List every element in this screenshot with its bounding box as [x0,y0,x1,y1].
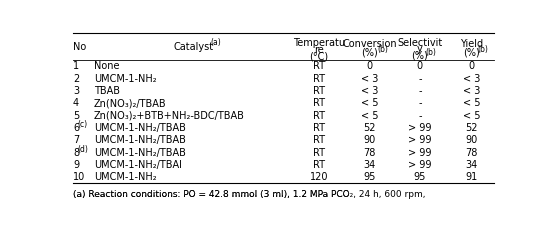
Text: UMCM-1-NH₂/TBAl: UMCM-1-NH₂/TBAl [94,160,182,170]
Text: 78: 78 [363,147,375,158]
Text: (d): (d) [77,145,88,154]
Text: RT: RT [313,74,325,84]
Text: 90: 90 [363,135,375,145]
Text: 5: 5 [73,111,79,121]
Text: Yield: Yield [460,39,483,49]
Text: 6: 6 [73,123,79,133]
Text: 4: 4 [73,98,79,108]
Text: 90: 90 [465,135,477,145]
Text: UMCM-1-NH₂/TBAB: UMCM-1-NH₂/TBAB [94,123,186,133]
Text: RT: RT [313,160,325,170]
Text: 1: 1 [73,61,79,71]
Text: < 3: < 3 [463,86,480,96]
Text: Zn(NO₃)₂+BTB+NH₂-BDC/TBAB: Zn(NO₃)₂+BTB+NH₂-BDC/TBAB [94,111,245,121]
Text: > 99: > 99 [408,135,431,145]
Text: TBAB: TBAB [94,86,120,96]
Text: 0: 0 [417,61,423,71]
Text: 8: 8 [73,147,79,158]
Text: < 5: < 5 [463,98,480,108]
Text: RT: RT [313,61,325,71]
Text: RT: RT [313,111,325,121]
Text: < 3: < 3 [361,74,378,84]
Text: UMCM-1-NH₂: UMCM-1-NH₂ [94,172,156,182]
Text: > 99: > 99 [408,160,431,170]
Text: < 3: < 3 [361,86,378,96]
Text: 34: 34 [363,160,375,170]
Text: -: - [418,98,421,108]
Text: 95: 95 [363,172,375,182]
Text: 34: 34 [465,160,477,170]
Text: RT: RT [313,123,325,133]
Text: < 5: < 5 [463,111,480,121]
Text: (a): (a) [210,37,221,47]
Text: (b): (b) [377,45,388,54]
Text: < 5: < 5 [361,98,378,108]
Text: y: y [417,44,422,54]
Text: (%): (%) [463,47,479,57]
Text: Catalyst: Catalyst [173,42,213,52]
Text: 120: 120 [310,172,328,182]
Text: 0: 0 [367,61,373,71]
Text: 2: 2 [73,74,79,84]
Text: > 99: > 99 [408,123,431,133]
Text: (°C): (°C) [310,52,328,62]
Text: 52: 52 [465,123,478,133]
Text: 3: 3 [73,86,79,96]
Text: -: - [418,86,421,96]
Text: (b): (b) [478,45,488,54]
Text: < 5: < 5 [361,111,378,121]
Text: RT: RT [313,135,325,145]
Text: Selectivit: Selectivit [397,38,442,48]
Text: re: re [314,45,324,55]
Text: Temperatu: Temperatu [293,38,345,48]
Text: (%): (%) [411,51,428,61]
Text: -: - [418,111,421,121]
Text: (a) Reaction conditions: PO = 42.8 mmol (3 ml), 1.2 MPa PCO: (a) Reaction conditions: PO = 42.8 mmol … [73,188,349,197]
Text: 78: 78 [465,147,478,158]
Text: Conversion: Conversion [342,39,397,49]
Text: UMCM-1-NH₂/TBAB: UMCM-1-NH₂/TBAB [94,135,186,145]
Text: 91: 91 [465,172,477,182]
Text: None: None [94,61,119,71]
Text: 95: 95 [414,172,426,182]
Text: 7: 7 [73,135,79,145]
Text: UMCM-1-NH₂: UMCM-1-NH₂ [94,74,156,84]
Text: RT: RT [313,147,325,158]
Text: UMCM-1-NH₂/TBAB: UMCM-1-NH₂/TBAB [94,147,186,158]
Text: (a) Reaction conditions: PO = 42.8 mmol (3 ml), 1.2 MPa PCO₂, 24 h, 600 rpm,: (a) Reaction conditions: PO = 42.8 mmol … [73,190,425,199]
Text: 52: 52 [363,123,375,133]
Text: (b): (b) [425,48,436,57]
Text: > 99: > 99 [408,147,431,158]
Text: No: No [73,42,86,52]
Text: (c): (c) [77,120,88,129]
Text: 9: 9 [73,160,79,170]
Text: Zn(NO₃)₂/TBAB: Zn(NO₃)₂/TBAB [94,98,166,108]
Text: < 3: < 3 [463,74,480,84]
Text: 0: 0 [468,61,474,71]
Text: 10: 10 [73,172,85,182]
Text: RT: RT [313,86,325,96]
Text: -: - [418,74,421,84]
Text: (a) Reaction conditions: PO = 42.8 mmol (3 ml), 1.2 MPa PCO: (a) Reaction conditions: PO = 42.8 mmol … [73,190,349,199]
Text: (%): (%) [361,47,378,57]
Text: RT: RT [313,98,325,108]
